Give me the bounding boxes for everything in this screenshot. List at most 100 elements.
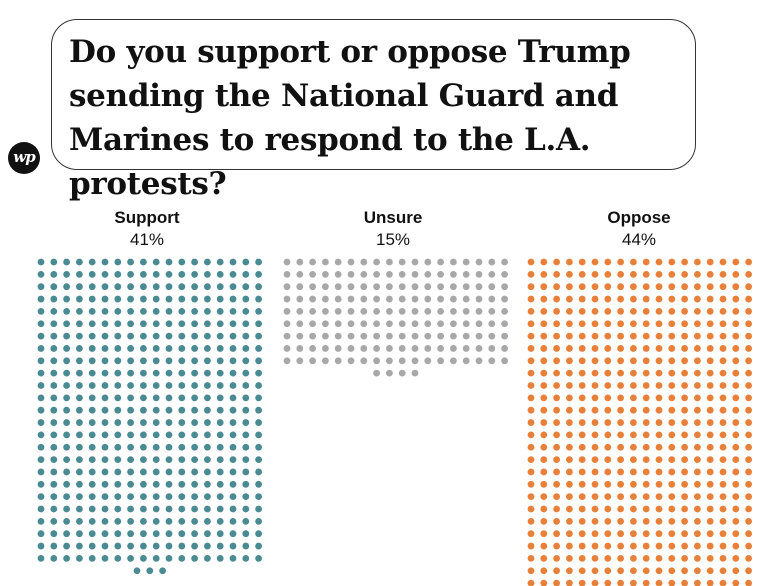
oppose-dot [540, 468, 548, 476]
support-dot [114, 555, 122, 562]
unsure-dot [334, 270, 342, 278]
support-dot [76, 419, 83, 426]
page-title: Do you support or oppose Trump sending t… [69, 34, 631, 202]
oppose-dot [540, 320, 548, 328]
unsure-dot [488, 320, 496, 328]
oppose-dot [719, 357, 727, 365]
oppose-dot [706, 332, 714, 340]
support-dot [165, 357, 173, 365]
oppose-dot [694, 320, 701, 328]
oppose-dot [668, 345, 676, 352]
oppose-dot [540, 394, 548, 402]
support-dot [204, 493, 211, 501]
oppose-dot [732, 357, 740, 365]
oppose-dot [566, 456, 573, 463]
support-dot [63, 394, 70, 402]
support-dot [114, 258, 122, 266]
oppose-dot [617, 579, 624, 586]
support-dot [204, 332, 211, 340]
unsure-dot [437, 320, 444, 328]
oppose-dot [578, 394, 586, 402]
support-dot [127, 480, 134, 488]
support-dot [178, 357, 186, 365]
support-dot [127, 332, 134, 340]
support-dot [140, 456, 147, 463]
support-dot [50, 555, 58, 562]
unsure-dot [501, 295, 508, 303]
oppose-dot [655, 530, 663, 538]
oppose-dot [630, 493, 637, 501]
oppose-dot [591, 369, 599, 377]
oppose-dot [681, 406, 688, 414]
oppose-dot [566, 493, 573, 501]
oppose-dot [578, 443, 586, 451]
support-dot [191, 308, 199, 315]
oppose-dot [706, 468, 714, 476]
oppose-dot [732, 555, 740, 562]
unsure-dot [309, 308, 316, 315]
oppose-dot [566, 505, 573, 513]
support-dot [63, 431, 70, 439]
oppose-dot [617, 270, 624, 278]
oppose-dot [668, 530, 676, 538]
unsure-dot [360, 345, 368, 352]
support-dot [178, 431, 186, 439]
unsure-dot [424, 270, 432, 278]
unsure-dot [347, 258, 355, 266]
support-dot [191, 542, 199, 550]
oppose-dot [681, 456, 688, 463]
support-dot [255, 530, 262, 538]
support-dot [114, 406, 122, 414]
support-dot [127, 270, 134, 278]
support-dot [216, 320, 224, 328]
oppose-dot [553, 369, 560, 377]
oppose-dot [745, 394, 752, 402]
support-dot [191, 332, 199, 340]
unsure-dot [437, 345, 444, 352]
oppose-dot [719, 505, 727, 513]
oppose-dot [604, 419, 612, 426]
oppose-dot [694, 369, 701, 377]
unsure-dot [386, 357, 393, 365]
oppose-dot [591, 468, 599, 476]
support-dot [88, 542, 96, 550]
support-dot [255, 468, 262, 476]
unsure-dot [373, 320, 380, 328]
oppose-dot [719, 394, 727, 402]
oppose-dot [578, 406, 586, 414]
support-dot [242, 369, 250, 377]
oppose-dot [706, 295, 714, 303]
oppose-dot [655, 295, 663, 303]
unsure-percent: 15% [375, 230, 411, 249]
support-dot [50, 505, 58, 513]
oppose-dot [668, 357, 676, 365]
support-dot [140, 295, 147, 303]
support-dot [204, 283, 211, 291]
support-dot [76, 258, 83, 266]
oppose-dot [681, 332, 688, 340]
unsure-dot [398, 357, 406, 365]
unsure-dot [424, 357, 432, 365]
support-dot [191, 493, 199, 501]
support-dot [178, 308, 186, 315]
oppose-dot [745, 419, 752, 426]
oppose-dot [706, 308, 714, 315]
unsure-dot [296, 258, 304, 266]
support-dot [216, 283, 224, 291]
oppose-dot [694, 419, 701, 426]
unsure-dot [411, 320, 419, 328]
oppose-dot [719, 382, 727, 389]
oppose-dot [553, 308, 560, 315]
unsure-dot [450, 332, 457, 340]
support-dot [255, 270, 262, 278]
support-dot [76, 406, 83, 414]
oppose-dot [655, 283, 663, 291]
support-dot [76, 295, 83, 303]
unsure-dot [347, 357, 355, 365]
unsure-dot [334, 258, 342, 266]
oppose-dot [553, 530, 560, 538]
support-dot [165, 555, 173, 562]
oppose-dot [719, 270, 727, 278]
support-dot [140, 345, 147, 352]
unsure-dot [309, 258, 316, 266]
